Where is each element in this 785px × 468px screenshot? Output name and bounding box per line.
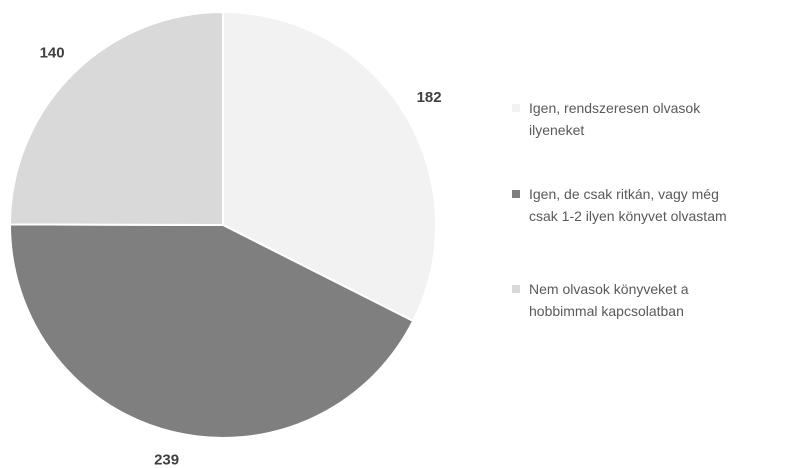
pie-slice <box>222 10 437 323</box>
data-label: 140 <box>40 45 65 62</box>
data-label: 182 <box>417 89 442 106</box>
legend-swatch <box>512 190 520 198</box>
legend-label: Igen, de csak ritkán, vagy még csak 1-2 … <box>529 186 727 224</box>
legend-label: Igen, rendszeresen olvasok ilyeneket <box>529 100 701 138</box>
pie-slice <box>8 10 224 227</box>
data-label: 239 <box>154 451 179 468</box>
legend-entry: Igen, de csak ritkán, vagy még csak 1-2 … <box>512 183 752 227</box>
legend-entry: Igen, rendszeresen olvasok ilyeneket <box>512 97 752 141</box>
legend-entry: Nem olvasok könyveket a hobbimmal kapcso… <box>512 278 752 322</box>
legend-swatch <box>512 285 520 293</box>
legend-swatch <box>512 104 520 112</box>
legend-label: Nem olvasok könyveket a hobbimmal kapcso… <box>529 281 689 319</box>
pie-slice <box>8 223 415 439</box>
